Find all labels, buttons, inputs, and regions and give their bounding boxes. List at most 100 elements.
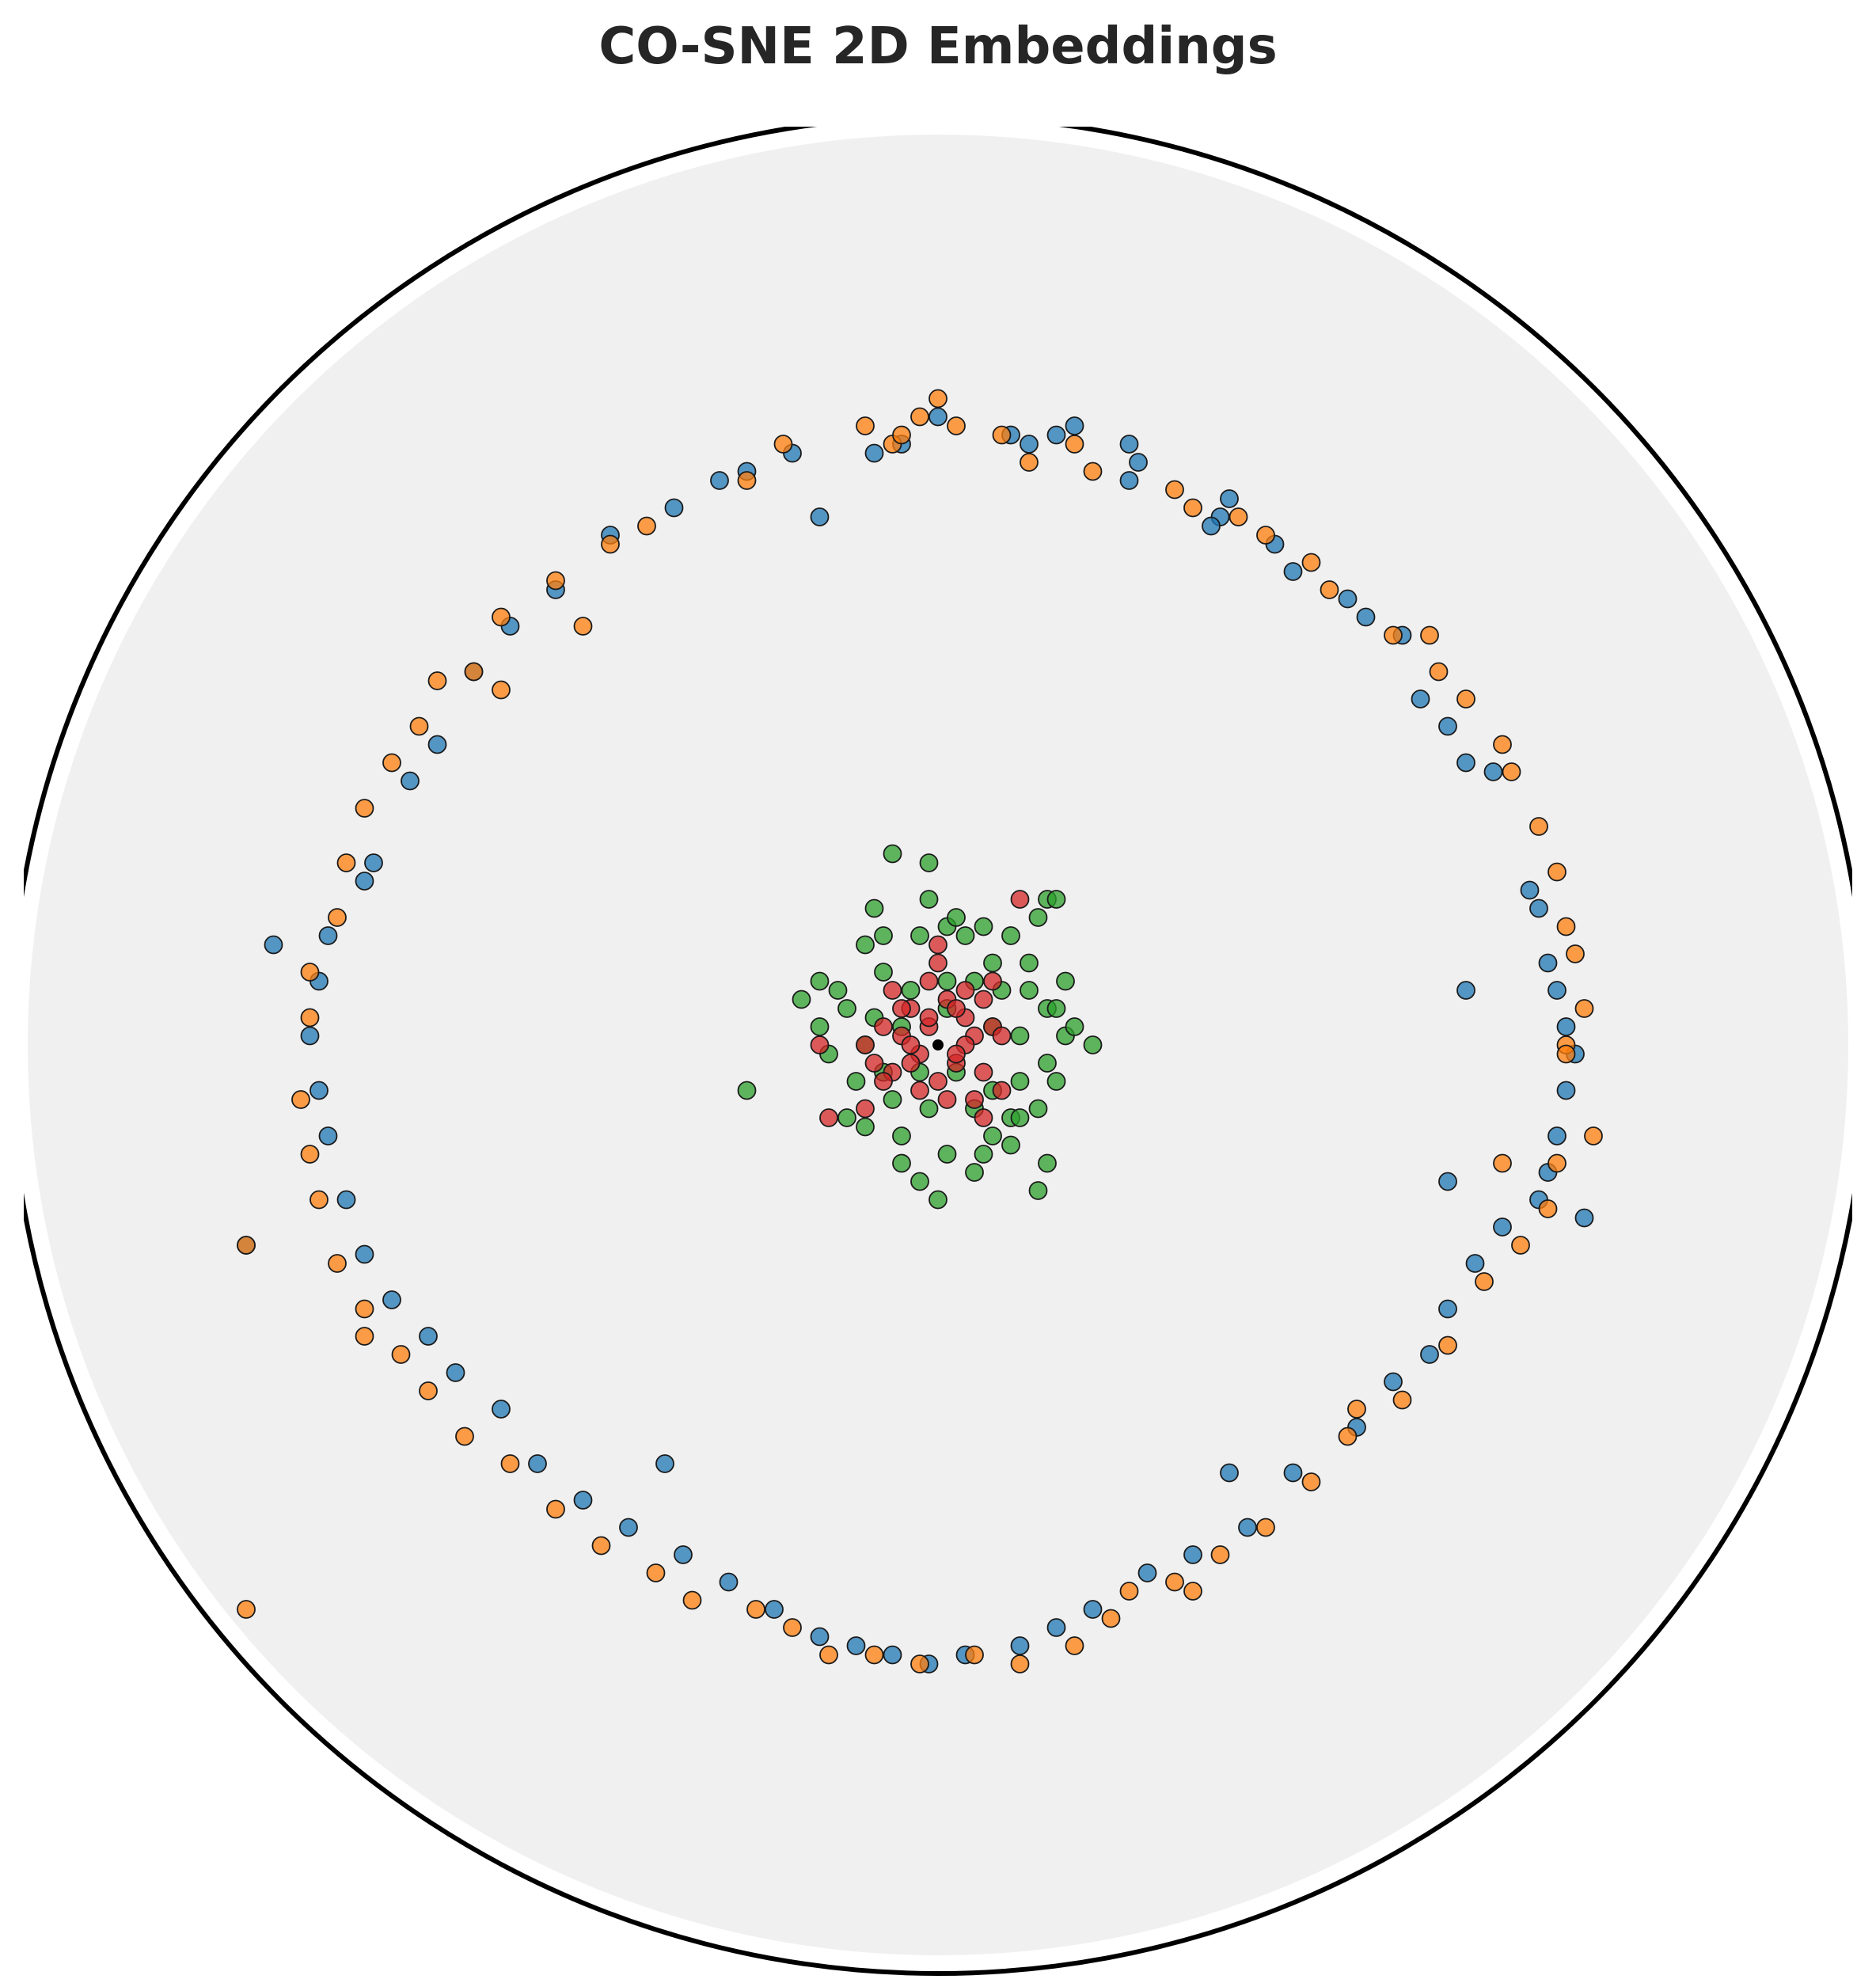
point-orange-6 — [1065, 435, 1084, 454]
point-green-37 — [883, 1090, 902, 1109]
point-red-8 — [974, 1062, 993, 1082]
point-orange-30 — [1438, 1335, 1457, 1355]
point-green-15 — [937, 971, 957, 991]
point-blue-4 — [1065, 416, 1084, 435]
point-green-55 — [983, 953, 1002, 973]
scatter-points — [237, 389, 1603, 1673]
point-orange-50 — [500, 1454, 520, 1473]
point-orange-29 — [1475, 1272, 1494, 1291]
point-orange-23 — [1574, 999, 1594, 1018]
point-orange-0 — [929, 389, 947, 408]
point-orange-2 — [910, 407, 929, 427]
point-green-51 — [910, 1172, 929, 1191]
point-green-53 — [737, 1081, 757, 1100]
point-green-46 — [1001, 1135, 1020, 1155]
point-blue-80 — [655, 1454, 674, 1473]
point-green-56 — [901, 981, 921, 1000]
point-blue-26 — [1556, 1081, 1576, 1100]
point-orange-64 — [382, 753, 401, 773]
point-orange-58 — [291, 1090, 310, 1109]
point-orange-53 — [391, 1345, 411, 1364]
point-green-63 — [810, 1017, 830, 1036]
point-blue-34 — [1384, 1372, 1403, 1392]
point-blue-49 — [719, 1572, 739, 1592]
point-orange-32 — [1338, 1426, 1358, 1446]
point-blue-40 — [1083, 1600, 1103, 1619]
point-blue-77 — [864, 443, 884, 463]
point-blue-31 — [1465, 1254, 1485, 1273]
point-green-36 — [846, 1072, 866, 1091]
point-orange-37 — [1101, 1609, 1121, 1628]
point-orange-3 — [856, 416, 875, 435]
point-red-27 — [983, 971, 1002, 991]
point-red-31 — [1010, 890, 1030, 909]
point-orange-27 — [1538, 1199, 1558, 1218]
point-blue-59 — [336, 1190, 356, 1210]
point-orange-74 — [237, 1236, 256, 1255]
point-red-38 — [947, 1044, 966, 1064]
point-green-10 — [1020, 953, 1039, 973]
point-orange-63 — [355, 799, 374, 818]
point-green-58 — [1046, 1072, 1066, 1091]
point-green-68 — [1028, 908, 1048, 927]
point-red-29 — [864, 1054, 884, 1073]
point-orange-68 — [546, 571, 565, 591]
point-blue-45 — [883, 1645, 902, 1665]
point-orange-21 — [1556, 917, 1576, 936]
point-blue-73 — [664, 498, 684, 518]
point-orange-76 — [573, 617, 593, 636]
point-green-50 — [1038, 1153, 1057, 1173]
point-orange-56 — [310, 1190, 328, 1210]
point-blue-32 — [1438, 1299, 1457, 1319]
point-blue-2 — [1020, 435, 1039, 454]
point-green-64 — [837, 1108, 856, 1127]
point-red-26 — [883, 981, 902, 1000]
point-green-65 — [983, 1126, 1002, 1145]
point-orange-85 — [1020, 453, 1039, 472]
point-blue-6 — [1129, 453, 1148, 472]
point-orange-12 — [1301, 553, 1321, 572]
point-orange-61 — [328, 908, 347, 927]
point-blue-79 — [810, 507, 830, 526]
point-orange-41 — [910, 1654, 929, 1673]
point-blue-24 — [1556, 1017, 1576, 1036]
point-orange-39 — [1010, 1654, 1030, 1673]
point-blue-22 — [1538, 953, 1558, 973]
point-orange-8 — [1165, 480, 1184, 500]
point-orange-78 — [1347, 1400, 1366, 1419]
point-orange-7 — [1083, 462, 1103, 481]
point-red-32 — [810, 1035, 830, 1054]
point-orange-86 — [1420, 625, 1439, 645]
point-orange-70 — [637, 516, 656, 536]
point-orange-1 — [947, 416, 966, 435]
point-blue-42 — [1010, 1636, 1030, 1655]
point-red-30 — [929, 953, 947, 973]
point-blue-38 — [1183, 1545, 1202, 1564]
point-orange-82 — [355, 1327, 374, 1346]
point-orange-35 — [1210, 1545, 1230, 1564]
point-blue-41 — [1046, 1618, 1066, 1637]
point-blue-82 — [1438, 1172, 1457, 1191]
point-red-20 — [874, 1072, 893, 1091]
point-blue-27 — [1548, 1126, 1566, 1145]
point-orange-67 — [492, 607, 511, 627]
point-green-12 — [792, 990, 811, 1009]
point-green-41 — [1028, 1099, 1048, 1119]
point-blue-16 — [1411, 689, 1430, 708]
point-orange-15 — [1429, 662, 1449, 682]
point-green-8 — [974, 917, 993, 936]
point-blue-3 — [1046, 425, 1066, 445]
point-blue-55 — [446, 1363, 465, 1382]
point-orange-20 — [1548, 862, 1566, 882]
point-blue-30 — [1493, 1218, 1512, 1237]
point-green-20 — [1046, 999, 1066, 1018]
point-green-9 — [1001, 926, 1020, 945]
point-orange-84 — [492, 680, 511, 700]
point-green-43 — [892, 1126, 911, 1145]
point-orange-44 — [783, 1618, 802, 1637]
point-blue-47 — [810, 1627, 830, 1647]
point-blue-81 — [1456, 981, 1475, 1000]
point-green-14 — [874, 963, 893, 982]
point-orange-48 — [591, 1536, 611, 1556]
point-orange-55 — [328, 1254, 347, 1273]
